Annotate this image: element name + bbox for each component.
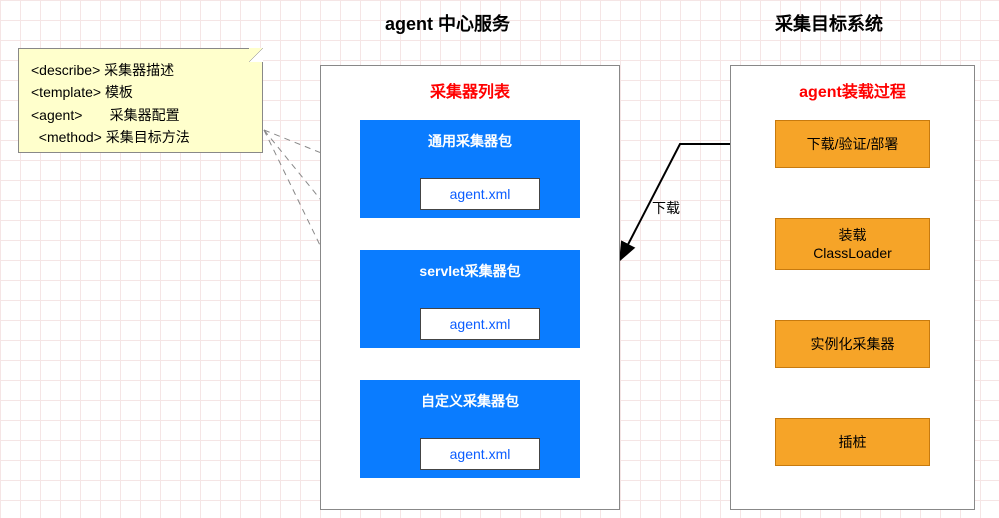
process-step: 装载 ClassLoader	[775, 218, 930, 270]
note-line: <agent> 采集器配置	[31, 104, 250, 126]
section-title-target: 采集目标系统	[775, 10, 883, 36]
process-step: 实例化采集器	[775, 320, 930, 368]
diagram-layer: agent 中心服务 采集目标系统 <describe> 采集器描述<templ…	[0, 0, 999, 518]
download-edge-label: 下载	[652, 198, 680, 218]
xml-schema-note: <describe> 采集器描述<template> 模板<agent> 采集器…	[18, 48, 263, 153]
note-fold-corner	[249, 48, 263, 62]
collector-package-title: 自定义采集器包	[421, 391, 519, 411]
collector-package-title: servlet采集器包	[419, 261, 520, 281]
process-step: 下载/验证/部署	[775, 120, 930, 168]
agent-xml-box: agent.xml	[420, 308, 540, 340]
process-step: 插桩	[775, 418, 930, 466]
note-line: <method> 采集目标方法	[31, 126, 250, 148]
agent-xml-box: agent.xml	[420, 178, 540, 210]
section-title-center: agent 中心服务	[385, 10, 510, 36]
note-line: <describe> 采集器描述	[31, 59, 250, 81]
note-line: <template> 模板	[31, 81, 250, 103]
collector-package-title: 通用采集器包	[428, 131, 512, 151]
panel-agent-load-process-title: agent装载过程	[799, 78, 906, 102]
agent-xml-box: agent.xml	[420, 438, 540, 470]
panel-collector-list-title: 采集器列表	[430, 78, 510, 102]
